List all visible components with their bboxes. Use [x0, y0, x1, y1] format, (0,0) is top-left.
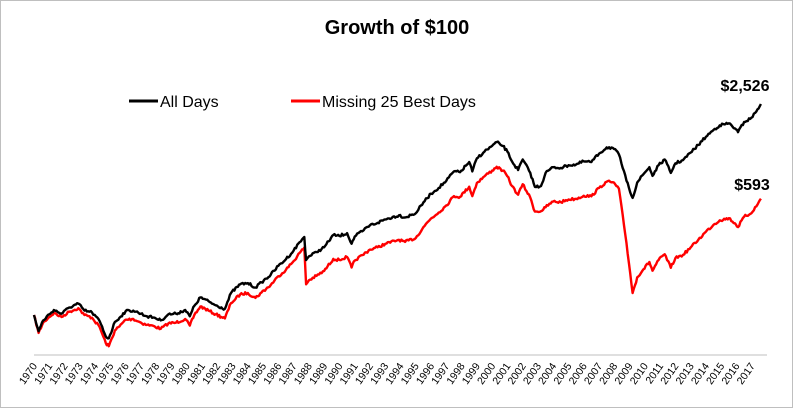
- series-line-all-days: [32, 103, 762, 340]
- x-axis-ticks: 1970197119721973197419751976197719781979…: [17, 361, 758, 387]
- legend-label-all-days: All Days: [160, 94, 219, 111]
- series-line-missing-days: [32, 165, 762, 348]
- end-label-all-days: $2,526: [721, 78, 770, 95]
- series-layer: [32, 103, 762, 348]
- chart-title: Growth of $100: [325, 17, 469, 39]
- legend: All Days Missing 25 Best Days: [129, 94, 476, 111]
- legend-label-missing-days: Missing 25 Best Days: [322, 94, 476, 111]
- end-label-missing-days: $593: [734, 177, 770, 194]
